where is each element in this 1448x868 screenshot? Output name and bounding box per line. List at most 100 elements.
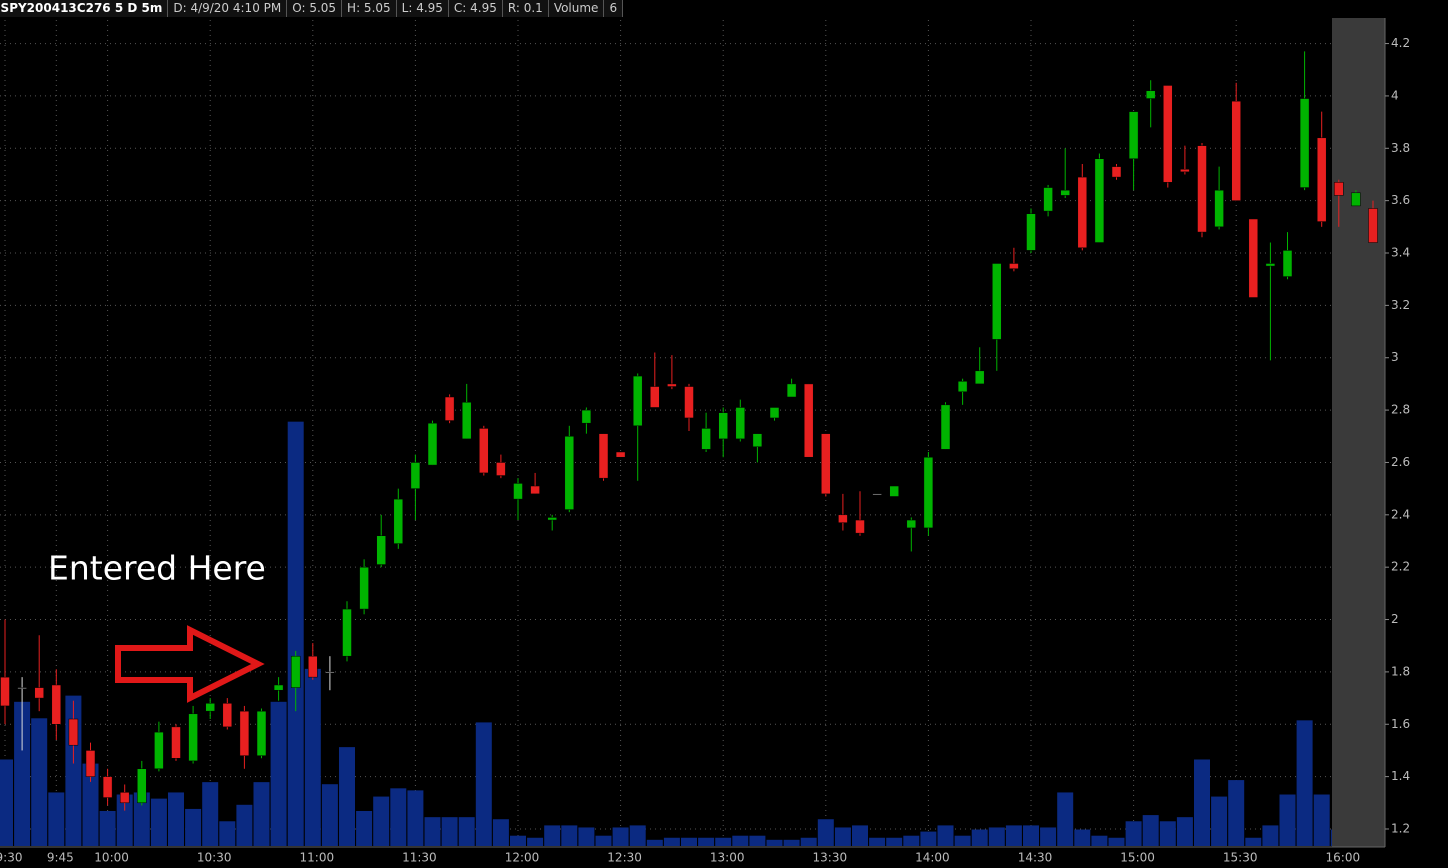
volume-bar (886, 837, 903, 846)
volume-bar (544, 825, 561, 846)
volume-bar (510, 835, 526, 846)
candle-body (273, 684, 284, 691)
y-tick-label: 3.6 (1391, 193, 1410, 207)
candle-body (1094, 158, 1105, 243)
candle-body (940, 404, 951, 450)
arrow (115, 625, 265, 703)
symbol: .SPY200413C276 5 D 5m (0, 0, 169, 17)
y-tick-label: 3 (1391, 350, 1399, 364)
candle-body (786, 383, 797, 398)
candle-body (308, 655, 318, 678)
volume-bar (834, 827, 851, 846)
candle-body (222, 703, 233, 728)
volume-bar (817, 819, 834, 846)
volume-bar (852, 825, 868, 846)
volume-bar (458, 817, 475, 846)
range: R: 0.1 (502, 0, 549, 17)
volume-bar (133, 792, 150, 846)
candle-body (496, 462, 506, 476)
y-tick-label: 2 (1391, 612, 1399, 626)
volume-bar (1176, 817, 1193, 846)
volume-bar (732, 835, 749, 846)
volume-bar (766, 839, 783, 846)
y-tick-label: 2.6 (1391, 455, 1410, 469)
extended-hours-shade (1332, 18, 1385, 847)
candle-body (581, 409, 592, 424)
volume-bar (441, 817, 458, 846)
candle-body (1145, 90, 1156, 99)
candle-body (1214, 189, 1224, 228)
x-tick-label: 9:30 (0, 851, 22, 865)
candle-body (1197, 145, 1207, 233)
x-tick-label: 14:00 (915, 851, 950, 865)
candle-body (342, 608, 352, 657)
candle-body (667, 383, 677, 387)
volume-bar (869, 837, 886, 846)
candle-body (34, 687, 44, 699)
volume-bar (988, 827, 1005, 846)
x-tick-label: 11:30 (402, 851, 437, 865)
candle-body (205, 703, 215, 712)
volume-bar (99, 810, 116, 846)
y-tick-label: 2.8 (1391, 403, 1410, 417)
volume-bar (578, 827, 595, 846)
volume-bar (749, 835, 766, 846)
candle-body (51, 684, 62, 725)
candle-body (974, 370, 985, 385)
candle-body (119, 792, 130, 804)
volume-bar (1074, 829, 1091, 846)
volume-bar (715, 837, 732, 846)
volume-bar (321, 784, 338, 846)
volume-bar (356, 810, 373, 846)
volume-bar (475, 722, 492, 846)
candle-body (410, 462, 421, 489)
volume-bar (800, 837, 817, 846)
volume-bar (971, 829, 988, 846)
volume-bar (612, 827, 629, 846)
candle-body (393, 498, 404, 544)
volume-bar (920, 831, 937, 846)
x-tick-label: 12:30 (607, 851, 642, 865)
volume-bar (1245, 837, 1262, 846)
y-tick-label: 2.2 (1391, 560, 1410, 574)
candle-body (0, 676, 10, 707)
candle-body (701, 428, 711, 450)
candle-body (632, 375, 643, 427)
candle-body (1334, 182, 1344, 196)
candle-body (1351, 192, 1361, 207)
candle-body (1026, 213, 1036, 251)
candle-body (68, 718, 79, 746)
candle-body (957, 381, 968, 393)
volume-bar (1159, 821, 1176, 846)
volume-bar (339, 747, 355, 846)
x-tick-label: 11:00 (300, 851, 335, 865)
volume-bar (116, 794, 133, 846)
volume-bar (1125, 821, 1142, 846)
volume-bar (1211, 796, 1228, 846)
candle-body (889, 485, 899, 497)
volume-bar (903, 835, 920, 846)
volume-bar (681, 837, 697, 846)
candle-body (821, 433, 831, 495)
close: C: 4.95 (448, 0, 503, 17)
candle-body (650, 386, 660, 408)
candle-body (1248, 218, 1259, 298)
candle-body (1128, 111, 1139, 160)
y-tick-label: 4.2 (1391, 36, 1410, 50)
volume-bar (373, 796, 390, 846)
volume-bar (1057, 792, 1074, 846)
candle-body (513, 483, 523, 500)
candle-body (17, 687, 27, 689)
open: O: 5.05 (287, 0, 343, 17)
volume-bar (698, 837, 715, 846)
candle-body (1282, 250, 1293, 277)
candle-body (137, 768, 147, 804)
candle-body (256, 710, 267, 756)
y-tick-label: 1.8 (1391, 664, 1410, 678)
volume-label: Volume (548, 0, 605, 17)
y-tick-label: 1.4 (1391, 769, 1410, 783)
volume-bar (82, 763, 99, 846)
x-tick-label: 10:00 (94, 851, 129, 865)
header-bar: .SPY200413C276 5 D 5m D: 4/9/20 4:10 PM … (0, 0, 624, 17)
candle-body (718, 412, 728, 440)
